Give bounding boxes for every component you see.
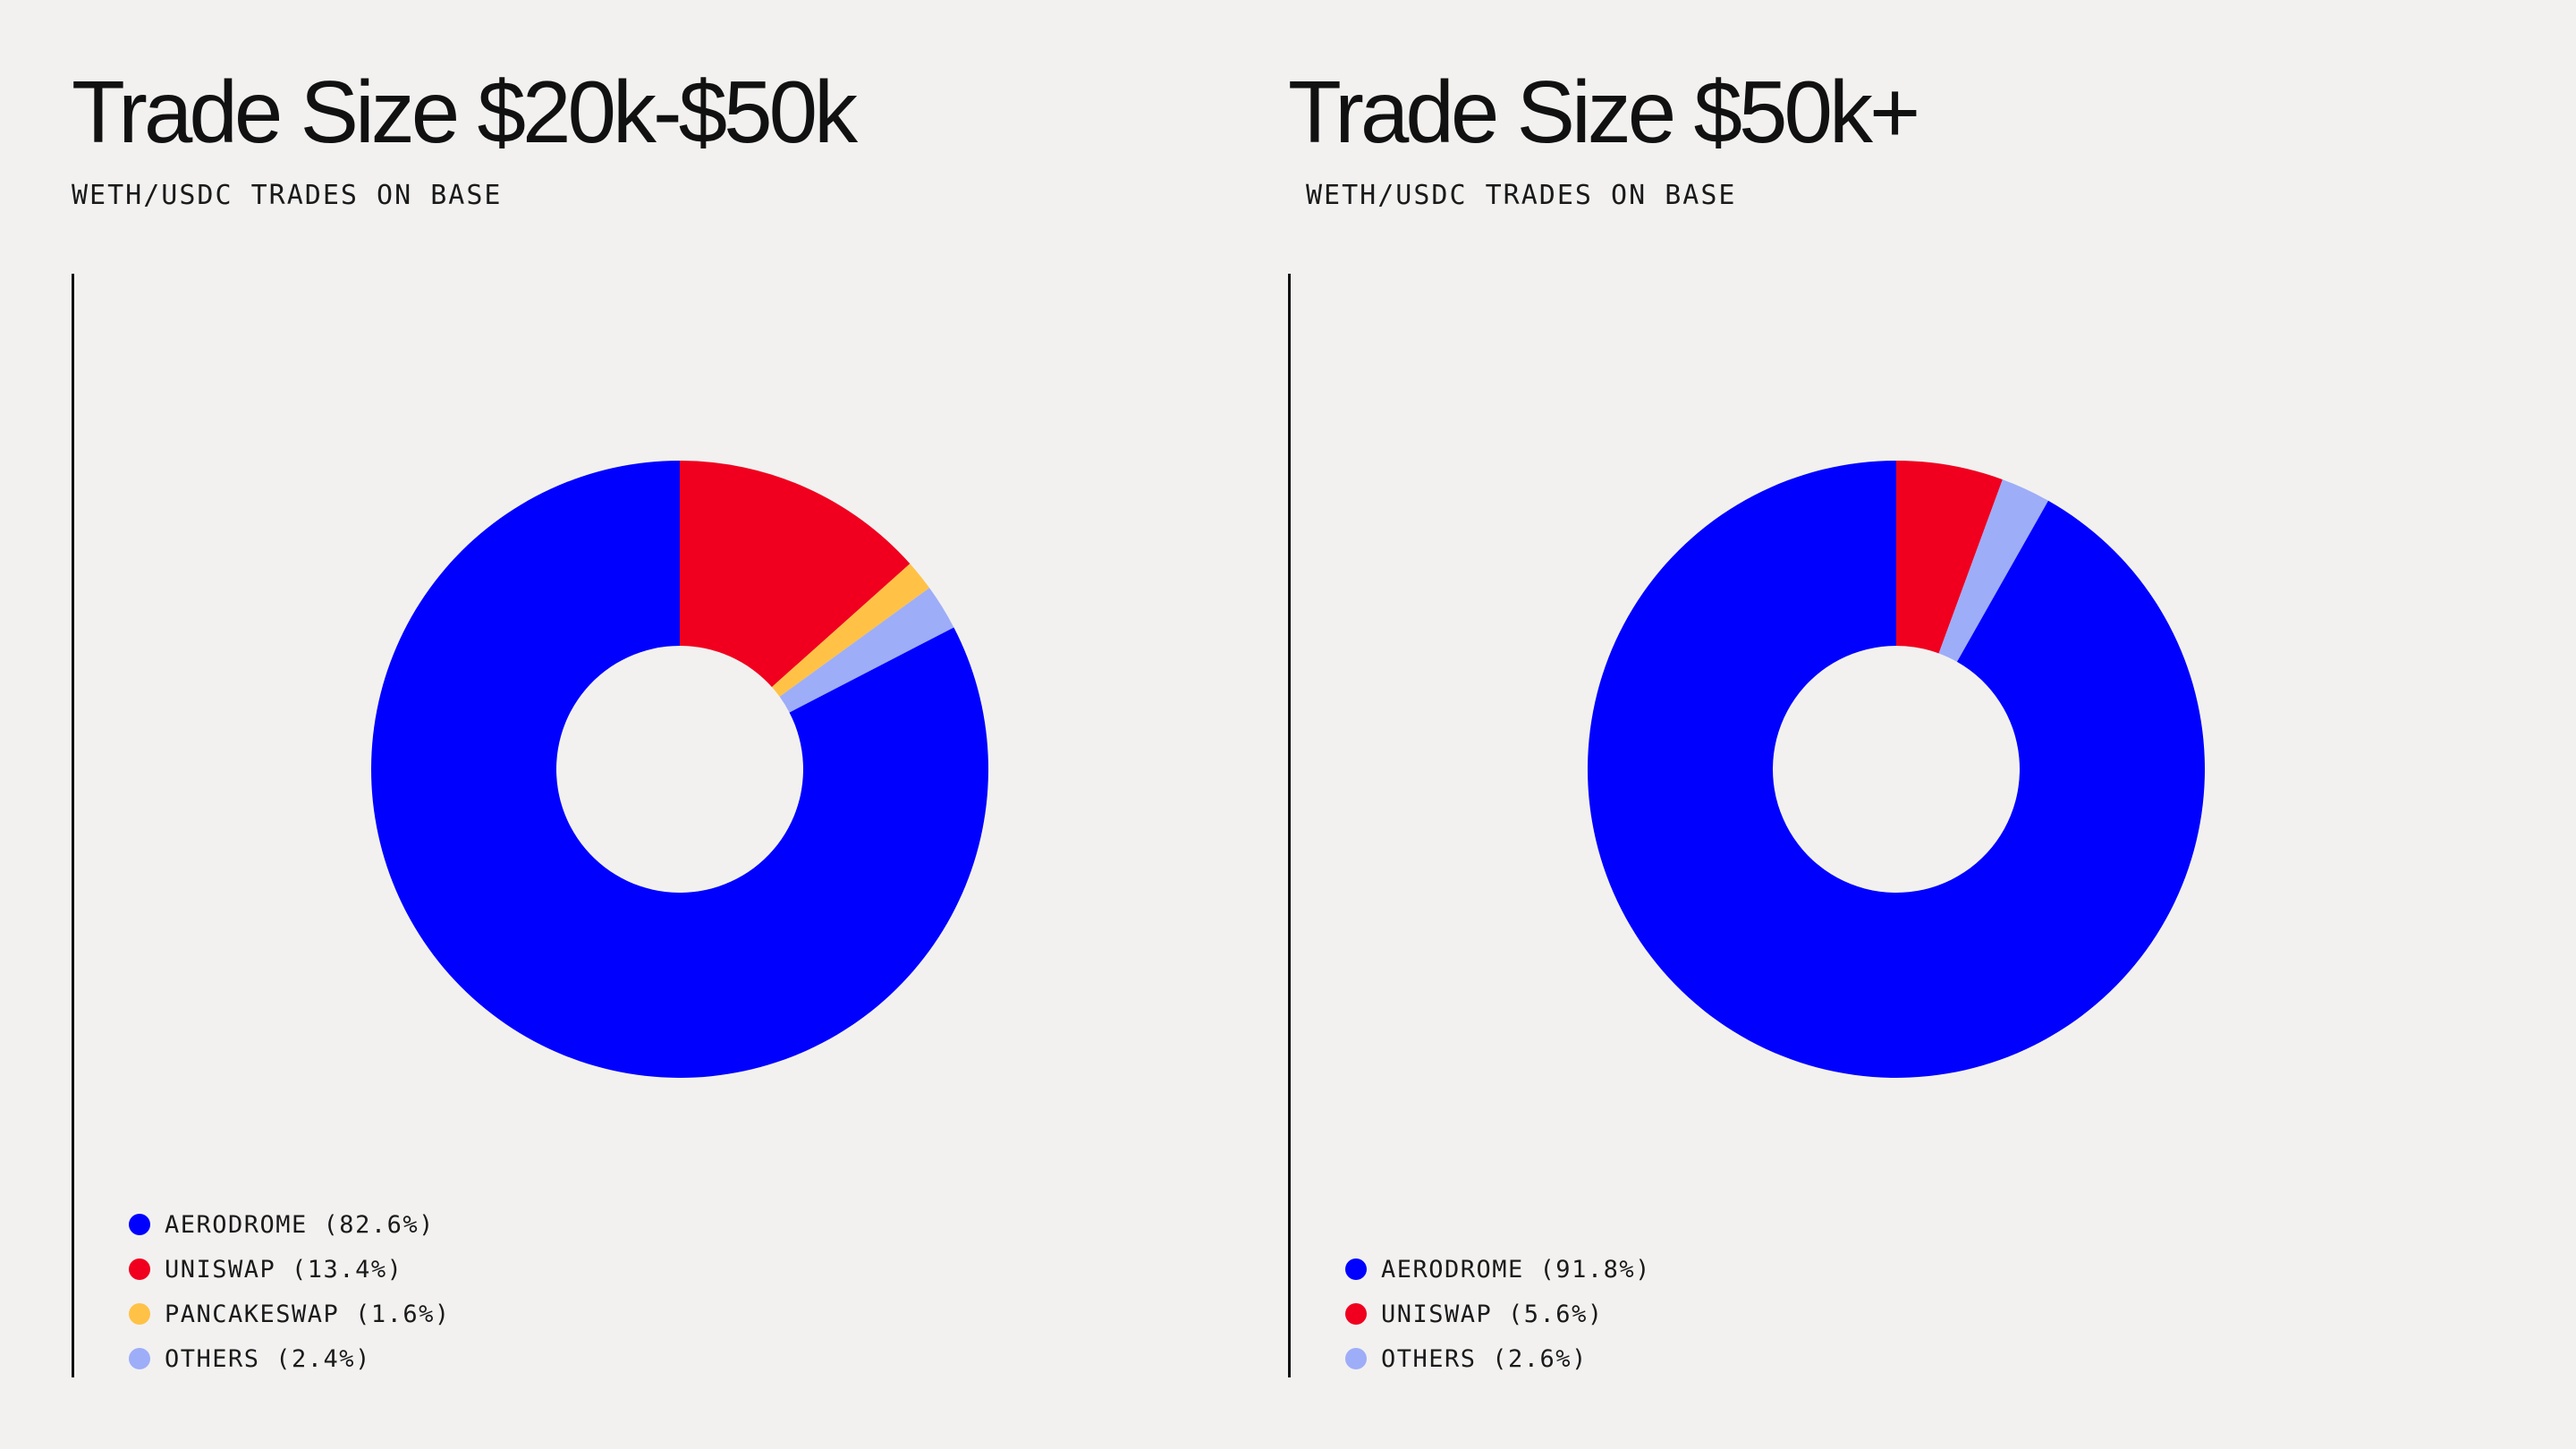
slice-uniswap <box>1896 461 2003 654</box>
legend-item: UNISWAP (5.6%) <box>1345 1292 1651 1336</box>
chart-title-right: Trade Size $50k+ <box>1288 63 1920 161</box>
legend-swatch <box>1345 1258 1367 1280</box>
legend-swatch <box>1345 1348 1367 1369</box>
legend-swatch <box>129 1348 150 1369</box>
chart-subtitle-left: WETH/USDC TRADES ON BASE <box>72 180 503 211</box>
slice-aerodrome <box>371 461 989 1078</box>
legend-left: AERODROME (82.6%) UNISWAP (13.4%) PANCAKES… <box>129 1202 451 1381</box>
legend-item: OTHERS (2.4%) <box>129 1336 451 1381</box>
panel-divider-left <box>72 274 74 1377</box>
chart-panel-left: Trade Size $20k-$50k WETH/USDC TRADES ON… <box>0 0 1216 1449</box>
chart-panel-right: Trade Size $50k+ WETH/USDC TRADES ON BAS… <box>1216 0 2433 1449</box>
chart-title-left: Trade Size $20k-$50k <box>72 63 858 161</box>
legend-swatch <box>129 1258 150 1280</box>
legend-item: AERODROME (91.8%) <box>1345 1247 1651 1292</box>
legend-item: UNISWAP (13.4%) <box>129 1247 451 1292</box>
slice-aerodrome <box>1588 461 2205 1078</box>
slice-uniswap <box>680 461 911 688</box>
legend-swatch <box>129 1214 150 1235</box>
slice-others <box>1938 479 2048 662</box>
legend-label: AERODROME (91.8%) <box>1381 1255 1651 1284</box>
legend-swatch <box>1345 1303 1367 1325</box>
legend-item: AERODROME (82.6%) <box>129 1202 451 1247</box>
legend-item: PANCAKESWAP (1.6%) <box>129 1292 451 1336</box>
legend-swatch <box>129 1303 150 1325</box>
donut-chart-right <box>1588 461 2205 1078</box>
legend-item: OTHERS (2.6%) <box>1345 1336 1651 1381</box>
chart-subtitle-right: WETH/USDC TRADES ON BASE <box>1306 180 1737 211</box>
legend-label: AERODROME (82.6%) <box>165 1210 435 1239</box>
panel-divider-right <box>1288 274 1291 1377</box>
legend-label: OTHERS (2.4%) <box>165 1344 371 1373</box>
legend-label: UNISWAP (5.6%) <box>1381 1300 1604 1328</box>
slice-others <box>779 588 954 713</box>
legend-label: PANCAKESWAP (1.6%) <box>165 1300 451 1328</box>
donut-chart-left <box>371 461 989 1078</box>
legend-right: AERODROME (91.8%) UNISWAP (5.6%) OTHERS (2… <box>1345 1247 1651 1381</box>
legend-label: OTHERS (2.6%) <box>1381 1344 1588 1373</box>
slice-pancakeswap <box>771 564 930 697</box>
legend-label: UNISWAP (13.4%) <box>165 1255 403 1284</box>
